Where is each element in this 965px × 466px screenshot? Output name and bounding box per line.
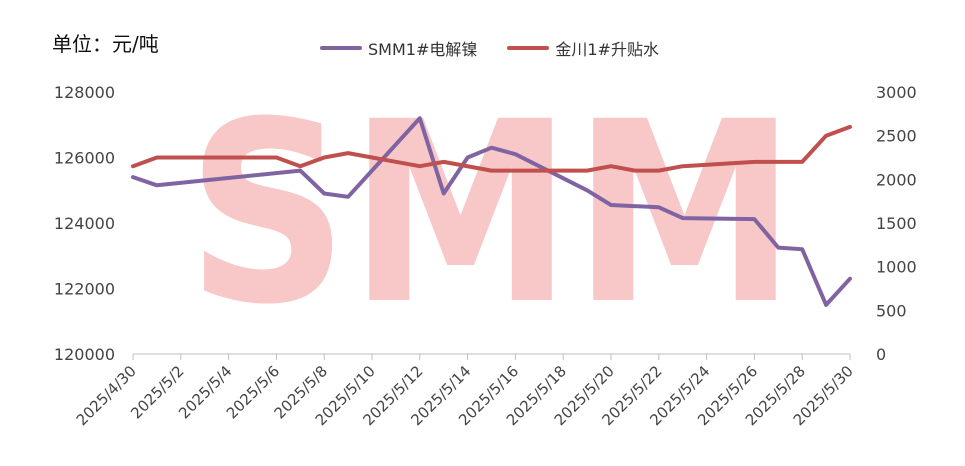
y-left-tick-label: 128000 — [54, 83, 115, 102]
y-right-tick-label: 1500 — [876, 214, 917, 233]
y-right-tick-label: 2500 — [876, 127, 917, 146]
series-lines — [131, 116, 852, 307]
y-right-tick-label: 2000 — [876, 170, 917, 189]
x-tick-label: 2025/4/30 — [73, 362, 140, 429]
series-line-nickel — [131, 116, 852, 307]
y-left-tick-label: 120000 — [54, 345, 115, 364]
y-right-tick-label: 3000 — [876, 83, 917, 102]
legend-label-nickel: SMM1#电解镍 — [368, 40, 478, 59]
legend-swatch-nickel — [320, 46, 362, 50]
legend-item-nickel: SMM1#电解镍 — [320, 36, 477, 60]
y-left-tick-label: 126000 — [54, 149, 115, 168]
series-line-premium — [131, 124, 852, 173]
unit-label: 单位：元/吨 — [52, 32, 159, 56]
y-right-tick-label: 500 — [876, 301, 907, 320]
y-right-tick-label: 1000 — [876, 258, 917, 277]
watermark-text: SMM — [187, 68, 797, 359]
y-right-tick-label: 0 — [876, 345, 886, 364]
legend-label-premium: 金川1#升贴水 — [555, 40, 659, 59]
watermark: SMM — [187, 68, 797, 359]
legend: SMM1#电解镍 金川1#升贴水 — [320, 36, 659, 60]
y-left-tick-label: 122000 — [54, 280, 115, 299]
y-left-tick-label: 124000 — [54, 214, 115, 233]
legend-item-premium: 金川1#升贴水 — [507, 36, 659, 60]
legend-swatch-premium — [507, 46, 550, 50]
